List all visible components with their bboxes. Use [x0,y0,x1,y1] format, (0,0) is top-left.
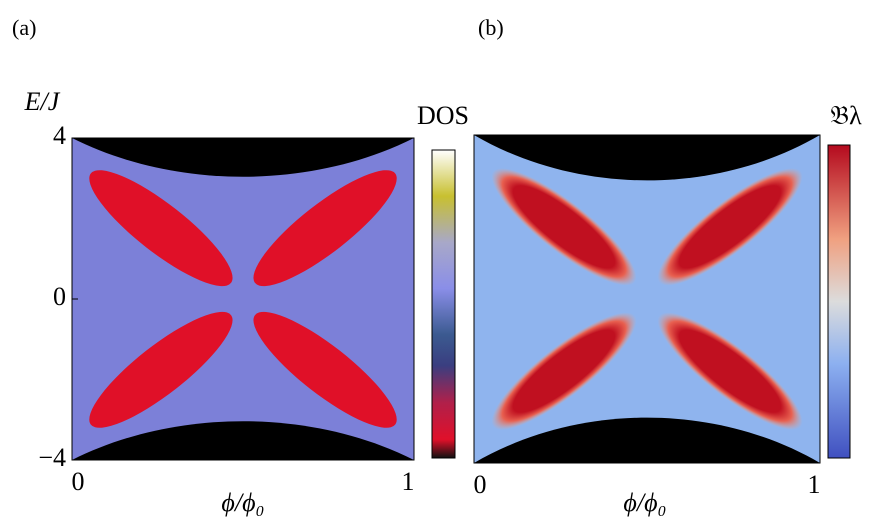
x-tick-label: 0 [72,467,85,496]
empty-region [72,138,414,177]
red-lobe [253,170,397,287]
red-lobe [253,311,397,428]
x-tick-label: 1 [808,470,821,499]
colorbar [827,144,851,459]
x-axis-label: ϕ/ϕ₀ [221,488,264,517]
colorbar-label: DOS [417,101,469,130]
red-lobe [657,312,803,430]
panel: (b) 𝔅λ ϕ/ϕ₀ 0 1 [473,15,862,517]
empty-region [72,421,414,460]
plot-frame [473,134,821,464]
red-lobe [89,311,233,428]
empty-region [474,135,820,181]
empty-region [474,417,820,463]
y-tick-label: −4 [38,443,66,472]
red-lobe [491,168,637,286]
x-axis-label: ϕ/ϕ₀ [623,488,666,517]
colorbar-label: 𝔅λ [830,101,862,130]
y-tick-label: 4 [53,121,66,150]
x-tick-label: 1 [402,467,415,496]
y-axis-label: E/J [24,87,61,116]
panel-label: (b) [478,15,504,40]
red-lobe [657,168,803,286]
panel-label: (a) [12,15,36,40]
red-lobe [491,312,637,430]
red-lobe [89,170,233,287]
y-tick-label: 0 [53,282,66,311]
colorbar [431,149,456,459]
x-tick-label: 0 [474,470,487,499]
